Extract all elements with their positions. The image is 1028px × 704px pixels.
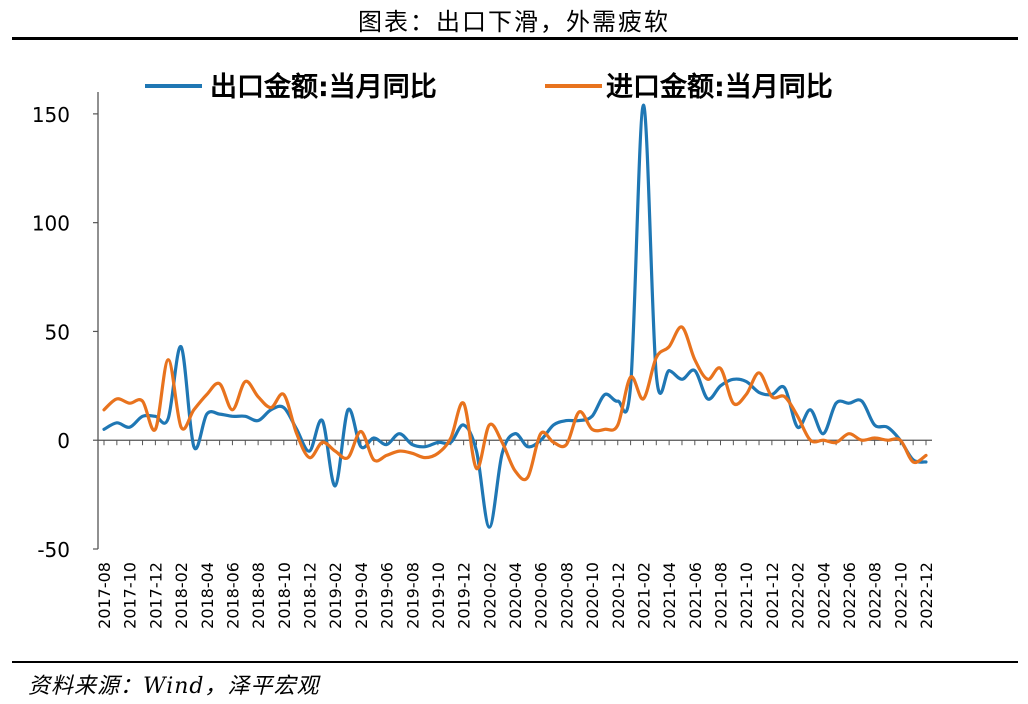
x-tick-label: 2018-06 [223,562,242,629]
line-chart: 出口金额:当月同比 进口金额:当月同比 -50 0 50 100 150 2017-08 20… [32,71,936,629]
x-tick-label: 2022-02 [789,562,808,629]
x-tick-label: 2021-10 [737,562,756,629]
x-tick-label: 2018-04 [198,562,217,629]
y-tick-label: 150 [32,103,70,127]
x-tick-label: 2019-08 [403,562,422,629]
x-tick-label: 2019-04 [352,562,371,629]
x-tick-label: 2020-12 [609,562,628,629]
axes: -50 0 50 100 150 2017-08 2017-10 2017-12 2018-02… [32,92,936,629]
y-tick-label: 50 [45,320,70,344]
series-lines [102,103,928,529]
x-tick-label: 2018-12 [301,562,320,629]
legend-label-export: 出口金额:当月同比 [210,71,437,103]
x-tick-label: 2019-10 [429,562,448,629]
y-tick-label: 0 [57,429,70,453]
legend-label-import: 进口金额:当月同比 [606,71,833,103]
x-tick-label: 2019-06 [378,562,397,629]
x-tick-label: 2017-12 [146,562,165,629]
x-tick-label: 2021-08 [712,562,731,629]
x-tick-label: 2021-04 [660,562,679,629]
x-tick-label: 2021-12 [763,562,782,629]
bottom-rule [12,661,1018,663]
x-tick-label: 2017-10 [121,562,140,629]
x-tick-label: 2021-06 [686,562,705,629]
x-tick-label: 2020-02 [480,562,499,629]
x-tick-label: 2018-08 [249,562,268,629]
legend: 出口金额:当月同比 进口金额:当月同比 [145,71,833,103]
x-tick-label: 2021-02 [634,562,653,629]
chart-title: 图表：出口下滑，外需疲软 [358,8,670,36]
x-tick-label: 2022-08 [866,562,885,629]
source-note: 资料来源：Wind，泽平宏观 [28,674,320,699]
export-series-line [102,103,928,529]
y-tick-label: 100 [32,212,70,236]
x-tick-label: 2020-10 [583,562,602,629]
x-tick-label: 2017-08 [95,562,114,629]
top-rule [12,37,1018,40]
x-tick-label: 2019-12 [455,562,474,629]
x-tick-label: 2020-04 [506,562,525,629]
x-tick-label: 2019-02 [326,562,345,629]
x-tick-label: 2022-12 [917,562,936,629]
x-tick-label: 2022-06 [840,562,859,629]
x-tick-label: 2020-08 [557,562,576,629]
y-tick-label: -50 [37,538,70,562]
x-tick-label: 2022-10 [891,562,910,629]
x-tick-label: 2018-02 [172,562,191,629]
x-tick-label: 2020-06 [532,562,551,629]
x-tick-label: 2022-04 [814,562,833,629]
x-tick-label: 2018-10 [275,562,294,629]
import-series-line [102,325,928,482]
